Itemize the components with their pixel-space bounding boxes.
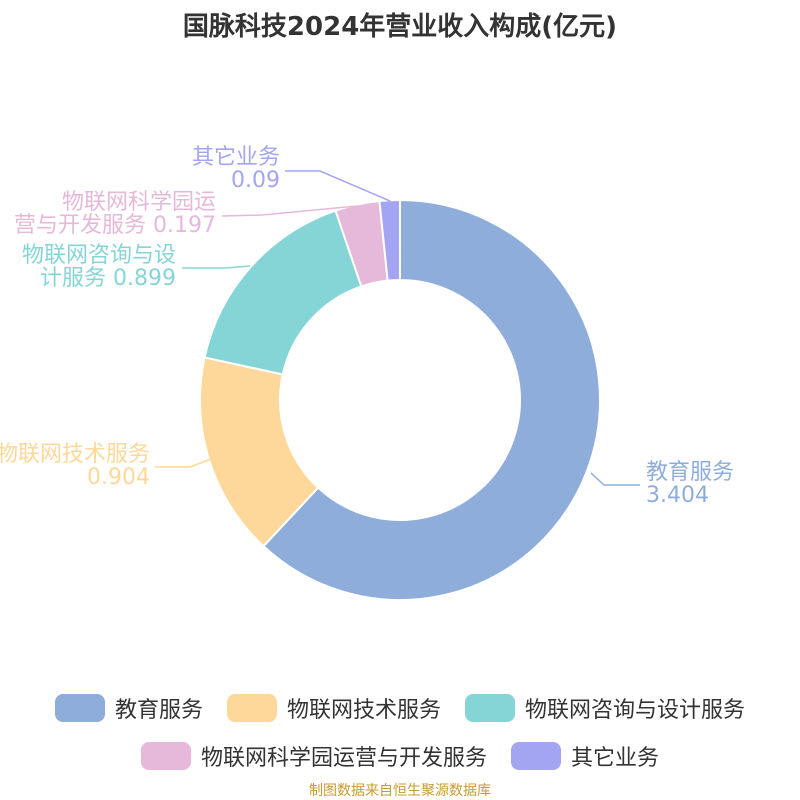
- legend-item-2: 物联网技术服务: [226, 692, 441, 724]
- legend-label: 其它业务: [571, 746, 660, 771]
- leader-line-2: [155, 458, 212, 468]
- legend-item-3: 物联网咨询与设计服务: [465, 692, 745, 724]
- chart-title: 国脉科技2024年营业收入构成(亿元): [182, 12, 618, 42]
- slice-label-5: 其它业务 0.09: [192, 145, 280, 193]
- legend-swatch: [140, 742, 191, 770]
- legend-label: 教育服务: [114, 698, 203, 723]
- legend-swatch: [511, 742, 561, 770]
- slice-label-3: 物联网咨询与设计服务 0.899: [22, 243, 176, 291]
- legend-item-4: 物联网科学园运营与开发服务: [140, 740, 487, 772]
- legend-item-5: 其它业务: [511, 740, 659, 772]
- legend-label: 物联网科学园运营与开发服务: [200, 746, 487, 771]
- leader-line-5: [285, 170, 391, 202]
- leader-line-4: [221, 205, 358, 217]
- legend-swatch: [54, 694, 105, 722]
- legend-label: 物联网技术服务: [286, 698, 441, 723]
- legend-swatch: [465, 694, 515, 722]
- slice-label-4: 物联网科学园运营与开发服务 0.197: [14, 190, 216, 238]
- slice-label-2: 物联网技术服务 0.904: [0, 442, 150, 490]
- slice-5: [378, 198, 401, 282]
- leader-line-1: [590, 472, 640, 486]
- slice-1: [262, 198, 601, 601]
- leader-line-3: [182, 265, 251, 269]
- legend-swatch: [226, 694, 277, 722]
- legend-item-1: 教育服务: [54, 692, 203, 724]
- legend: 教育服务 物联网技术服务 物联网咨询与设计服务 物联网科学园运营与开发服务 其它业务: [0, 688, 800, 784]
- slice-label-1: 教育服务 3.404: [646, 460, 734, 508]
- legend-label: 物联网咨询与设计服务: [525, 698, 746, 723]
- source-note: 制图数据来自恒生聚源数据库: [309, 783, 491, 799]
- slice-3: [203, 209, 363, 376]
